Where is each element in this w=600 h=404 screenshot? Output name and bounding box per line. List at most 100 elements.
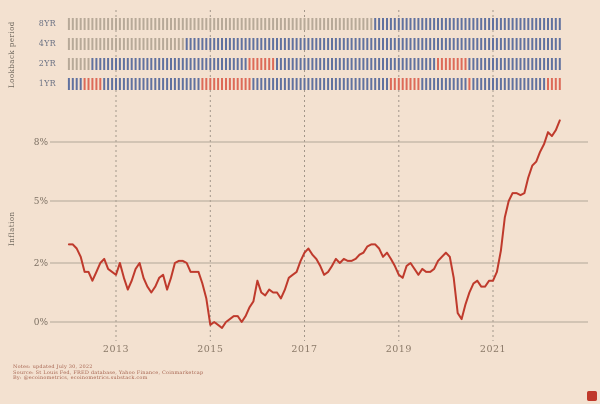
regime-tick-1yr-m37-red [213, 78, 216, 90]
regime-tick-2yr-m28-blue [177, 58, 180, 70]
regime-tick-1yr-m123-red [550, 78, 553, 90]
regime-tick-8yr-m66-gray [327, 18, 330, 30]
regime-tick-1yr-m20-blue [146, 78, 149, 90]
regime-tick-2yr-m116-blue [523, 58, 526, 70]
regime-tick-2yr-m43-blue [236, 58, 239, 70]
regime-tick-1yr-m1-blue [71, 78, 74, 90]
regime-tick-2yr-m29-blue [181, 58, 184, 70]
regime-tick-8yr-m39-gray [221, 18, 223, 30]
regime-tick-8yr-m85-blue [401, 18, 404, 30]
regime-tick-8yr-m67-gray [331, 18, 333, 30]
row-label-8yr: 8YR [38, 19, 56, 28]
regime-tick-1yr-m28-blue [177, 78, 180, 90]
regime-tick-1yr-m10-blue [107, 78, 110, 90]
regime-tick-8yr-m54-gray [279, 18, 282, 30]
regime-tick-1yr-m69-blue [338, 78, 341, 90]
regime-tick-2yr-m17-blue [134, 58, 137, 70]
regime-tick-2yr-m50-red [264, 58, 267, 70]
regime-tick-2yr-m88-blue [413, 58, 416, 70]
regime-tick-2yr-m111-blue [503, 58, 506, 70]
regime-tick-2yr-m56-blue [287, 58, 290, 70]
regime-tick-8yr-m46-gray [248, 18, 251, 30]
regime-tick-4yr-m45-blue [244, 38, 247, 50]
regime-tick-4yr-m39-blue [221, 38, 223, 50]
regime-tick-2yr-m38-blue [217, 58, 220, 70]
regime-tick-1yr-m99-blue [456, 78, 459, 90]
regime-tick-1yr-m79-blue [378, 78, 381, 90]
regime-tick-8yr-m102-blue [468, 18, 471, 30]
regime-tick-4yr-m79-blue [378, 38, 381, 50]
regime-tick-4yr-m31-blue [189, 38, 192, 50]
regime-tick-2yr-m4-gray [83, 58, 86, 70]
regime-tick-8yr-m52-gray [272, 18, 275, 30]
strip-axis-title: Lookback period [8, 21, 16, 89]
regime-tick-1yr-m100-blue [460, 78, 463, 90]
regime-tick-1yr-m89-red [417, 78, 420, 90]
regime-tick-1yr-m43-red [236, 78, 239, 90]
regime-tick-2yr-m41-blue [228, 58, 231, 70]
regime-tick-4yr-m107-blue [488, 38, 491, 50]
regime-tick-1yr-m91-blue [425, 78, 428, 90]
regime-tick-4yr-m102-blue [468, 38, 471, 50]
regime-tick-2yr-m104-blue [476, 58, 479, 70]
regime-tick-2yr-m64-blue [319, 58, 322, 70]
regime-tick-8yr-m80-blue [382, 18, 384, 30]
regime-tick-8yr-m109-blue [495, 18, 498, 30]
regime-tick-4yr-m0-gray [67, 38, 70, 50]
regime-tick-4yr-m119-blue [535, 38, 538, 50]
regime-tick-1yr-m61-blue [307, 78, 310, 90]
regime-tick-2yr-m42-blue [232, 58, 235, 70]
regime-tick-8yr-m35-gray [205, 18, 208, 30]
regime-tick-2yr-m58-blue [295, 58, 298, 70]
regime-tick-8yr-m83-blue [393, 18, 396, 30]
regime-tick-1yr-m78-blue [374, 78, 377, 90]
regime-tick-1yr-m29-blue [181, 78, 184, 90]
regime-tick-1yr-m54-blue [279, 78, 282, 90]
row-label-4yr: 4YR [38, 39, 56, 48]
regime-tick-1yr-m59-blue [299, 78, 302, 90]
regime-tick-8yr-m6-gray [91, 18, 94, 30]
regime-tick-8yr-m88-blue [413, 18, 416, 30]
regime-tick-4yr-m110-blue [499, 38, 502, 50]
regime-tick-1yr-m36-red [209, 78, 212, 90]
regime-tick-8yr-m30-gray [185, 18, 188, 30]
regime-tick-2yr-m112-blue [507, 58, 510, 70]
regime-tick-4yr-m70-blue [342, 38, 345, 50]
regime-tick-1yr-m77-blue [370, 78, 373, 90]
regime-tick-4yr-m24-gray [162, 38, 165, 50]
regime-tick-4yr-m61-blue [307, 38, 310, 50]
regime-tick-8yr-m118-blue [531, 18, 534, 30]
regime-tick-4yr-m21-gray [150, 38, 153, 50]
regime-tick-2yr-m60-blue [303, 58, 306, 70]
regime-tick-2yr-m15-blue [126, 58, 129, 70]
regime-tick-4yr-m11-gray [111, 38, 114, 50]
regime-tick-8yr-m21-gray [150, 18, 153, 30]
regime-tick-4yr-m125-blue [558, 38, 561, 50]
regime-tick-2yr-m63-blue [315, 58, 318, 70]
regime-tick-4yr-m10-gray [107, 38, 110, 50]
regime-tick-8yr-m111-blue [503, 18, 506, 30]
regime-tick-4yr-m53-blue [276, 38, 278, 50]
regime-tick-8yr-m14-gray [122, 18, 125, 30]
regime-tick-4yr-m92-blue [429, 38, 432, 50]
regime-tick-4yr-m91-blue [425, 38, 428, 50]
regime-tick-2yr-m8-blue [99, 58, 102, 70]
regime-tick-1yr-m27-blue [173, 78, 176, 90]
regime-tick-1yr-m60-blue [303, 78, 306, 90]
regime-tick-4yr-m13-gray [118, 38, 121, 50]
regime-tick-2yr-m108-blue [492, 58, 494, 70]
regime-tick-4yr-m68-blue [334, 38, 337, 50]
regime-tick-4yr-m87-blue [409, 38, 412, 50]
regime-tick-1yr-m73-blue [354, 78, 357, 90]
regime-tick-4yr-m71-blue [346, 38, 349, 50]
regime-tick-8yr-m12-gray [115, 18, 117, 30]
regime-tick-1yr-m42-red [232, 78, 235, 90]
regime-tick-1yr-m11-blue [111, 78, 114, 90]
regime-tick-2yr-m89-blue [417, 58, 420, 70]
regime-tick-4yr-m111-blue [503, 38, 506, 50]
regime-tick-4yr-m103-blue [472, 38, 475, 50]
regime-tick-1yr-m92-blue [429, 78, 432, 90]
regime-tick-2yr-m19-blue [142, 58, 145, 70]
regime-tick-2yr-m82-blue [389, 58, 392, 70]
